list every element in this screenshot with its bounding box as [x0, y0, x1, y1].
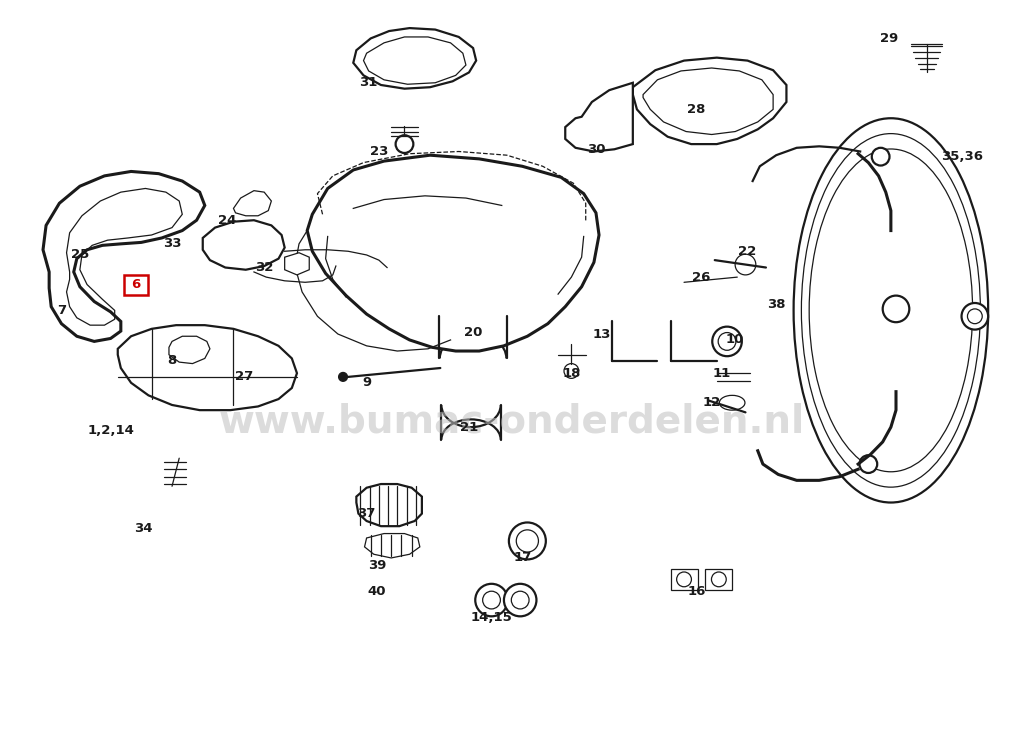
Text: 7: 7: [57, 304, 66, 317]
Text: 21: 21: [460, 420, 478, 434]
Text: 6: 6: [131, 278, 141, 291]
Circle shape: [739, 93, 772, 126]
Polygon shape: [169, 336, 210, 364]
Text: 38: 38: [767, 298, 785, 311]
Circle shape: [735, 254, 756, 275]
Text: 37: 37: [357, 507, 376, 520]
Polygon shape: [356, 484, 422, 526]
Text: 29: 29: [880, 32, 898, 45]
Text: 32: 32: [255, 261, 273, 274]
Circle shape: [395, 135, 414, 153]
Polygon shape: [118, 325, 297, 410]
Text: 13: 13: [593, 327, 611, 341]
Circle shape: [475, 584, 508, 616]
Polygon shape: [203, 220, 285, 270]
Circle shape: [871, 148, 890, 166]
Text: 1,2,14: 1,2,14: [87, 423, 134, 437]
Circle shape: [962, 303, 988, 330]
Text: 10: 10: [726, 333, 744, 347]
Circle shape: [713, 327, 741, 356]
Polygon shape: [307, 155, 599, 351]
Text: 35,36: 35,36: [941, 150, 984, 163]
Polygon shape: [565, 83, 633, 151]
FancyBboxPatch shape: [124, 274, 148, 295]
Circle shape: [859, 455, 878, 473]
Text: 34: 34: [134, 522, 153, 535]
Text: 31: 31: [359, 76, 378, 89]
Circle shape: [688, 79, 729, 120]
Text: 30: 30: [587, 143, 605, 156]
Text: 8: 8: [167, 354, 177, 367]
Bar: [671, 569, 698, 590]
Text: 28: 28: [687, 103, 706, 116]
Polygon shape: [365, 534, 420, 558]
Text: www.bumac-onderdelen.nl: www.bumac-onderdelen.nl: [219, 402, 805, 440]
Polygon shape: [43, 171, 205, 341]
Text: 9: 9: [362, 376, 371, 389]
Text: 22: 22: [738, 245, 757, 258]
Text: 40: 40: [368, 585, 386, 598]
Text: 25: 25: [71, 248, 89, 262]
Text: 24: 24: [218, 214, 237, 227]
Text: 20: 20: [464, 326, 482, 339]
Circle shape: [968, 309, 982, 324]
Circle shape: [339, 372, 347, 381]
Polygon shape: [353, 28, 476, 89]
Text: 12: 12: [702, 396, 721, 409]
Circle shape: [234, 236, 253, 254]
Text: 26: 26: [692, 270, 711, 284]
Polygon shape: [633, 58, 786, 144]
Text: 23: 23: [370, 145, 388, 158]
Circle shape: [883, 296, 909, 322]
Circle shape: [504, 584, 537, 616]
Text: 39: 39: [368, 559, 386, 572]
Polygon shape: [285, 253, 309, 275]
Text: 16: 16: [687, 585, 706, 598]
Text: 33: 33: [163, 237, 181, 251]
Text: 14,15: 14,15: [471, 610, 512, 624]
Circle shape: [564, 364, 579, 378]
Text: 11: 11: [713, 367, 731, 380]
Circle shape: [509, 522, 546, 559]
Text: 27: 27: [234, 370, 253, 384]
Text: 17: 17: [513, 551, 531, 565]
Text: 18: 18: [562, 367, 581, 380]
Bar: [705, 569, 732, 590]
